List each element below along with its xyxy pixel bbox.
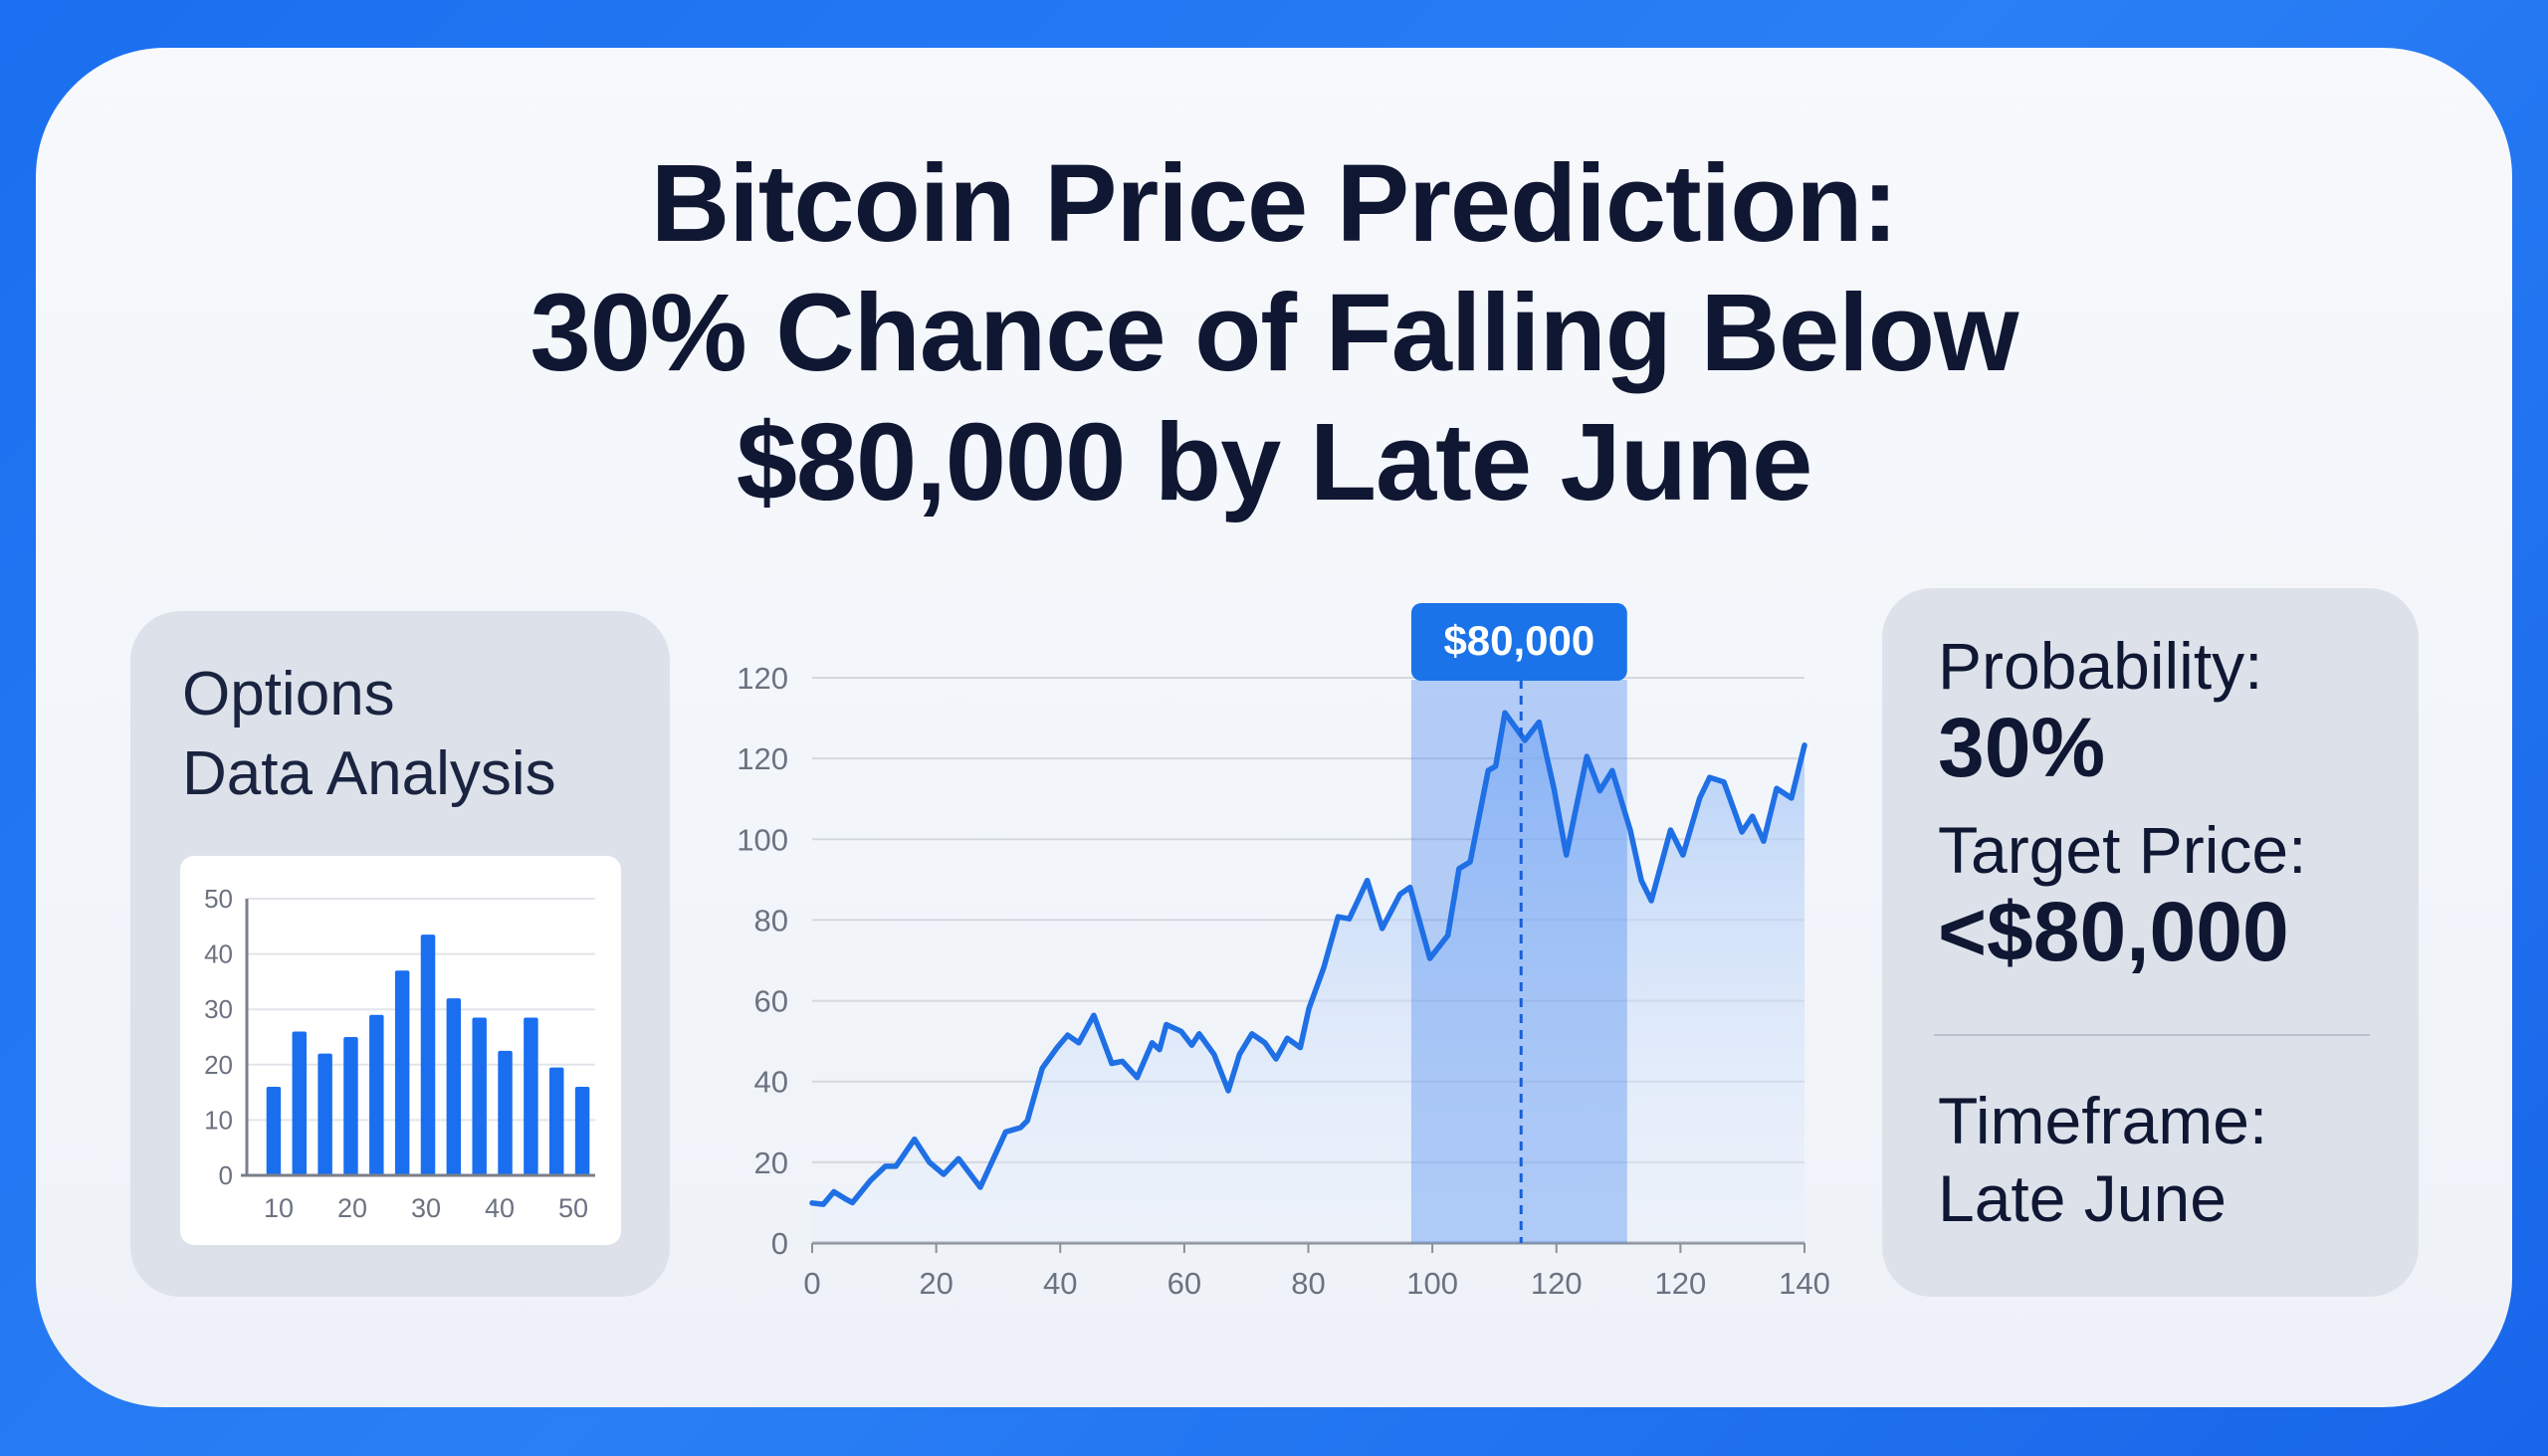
target-price-value: <$80,000 xyxy=(1938,885,2289,978)
bar xyxy=(369,1014,384,1175)
bar xyxy=(574,1087,590,1175)
options-bar-chart: 0 10 20 30 40 50 10 20 30 40 50 xyxy=(204,884,595,1223)
y-tick-label: 100 xyxy=(737,822,788,857)
bar-x-tick-label: 50 xyxy=(558,1193,588,1223)
x-tick-label: 120 xyxy=(1531,1266,1583,1301)
probability-label: Probability: xyxy=(1938,629,2263,703)
y-tick-label: 20 xyxy=(754,1145,788,1180)
bar-x-tick-label: 40 xyxy=(485,1193,515,1223)
summary-panel: Probability: 30% Target Price: <$80,000 … xyxy=(1882,588,2419,1297)
bar-x-tick-label: 20 xyxy=(337,1193,367,1223)
x-tick-label: 120 xyxy=(1655,1266,1707,1301)
bar-y-tick-label: 40 xyxy=(204,939,233,969)
x-tick-label: 60 xyxy=(1168,1266,1201,1301)
bar xyxy=(446,998,462,1175)
bar xyxy=(318,1053,332,1175)
bar-x-tick-label: 10 xyxy=(264,1193,294,1223)
bar-y-tick-label: 10 xyxy=(204,1105,233,1135)
highlight-band xyxy=(1410,680,1627,1243)
timeframe-value: Late June xyxy=(1938,1161,2227,1235)
page-title: Bitcoin Price Prediction: 30% Chance of … xyxy=(0,139,2548,527)
bar-x-tick-label: 30 xyxy=(411,1193,441,1223)
y-tick-label: 40 xyxy=(754,1065,788,1100)
bar xyxy=(292,1031,308,1175)
bar-y-tick-label: 20 xyxy=(204,1050,233,1080)
bar xyxy=(472,1017,487,1175)
price-line xyxy=(809,710,1807,1207)
x-tick-label: 40 xyxy=(1043,1266,1077,1301)
target-price-label: Target Price: xyxy=(1938,813,2307,887)
x-tick-label: 20 xyxy=(919,1266,953,1301)
title-line-2: 30% Chance of Falling Below xyxy=(530,272,2019,394)
bar xyxy=(420,935,436,1175)
area-fill xyxy=(812,713,1805,1243)
price-line-chart: 0 20 40 60 80 100 120 120 0 20 40 60 80 100 120 120 140 $… xyxy=(737,603,1830,1301)
price-label-badge xyxy=(1410,603,1627,681)
title-line-3: $80,000 by Late June xyxy=(736,401,1813,523)
probability-value: 30% xyxy=(1938,701,2106,794)
divider xyxy=(1934,1034,2370,1036)
title-line-1: Bitcoin Price Prediction: xyxy=(650,142,1898,265)
x-tick-label: 80 xyxy=(1291,1266,1325,1301)
y-tick-label: 120 xyxy=(737,661,788,696)
bar xyxy=(343,1037,358,1175)
bar xyxy=(394,970,410,1175)
bar xyxy=(524,1017,538,1175)
x-tick-label: 100 xyxy=(1406,1266,1458,1301)
bar-y-tick-label: 0 xyxy=(219,1160,233,1190)
panel-heading-line-2: Data Analysis xyxy=(182,739,556,808)
y-tick-label: 80 xyxy=(754,903,788,937)
bar xyxy=(498,1050,513,1175)
bar-y-tick-label: 50 xyxy=(204,884,233,914)
bar xyxy=(266,1087,282,1175)
x-tick-label: 140 xyxy=(1779,1266,1830,1301)
y-tick-label: 60 xyxy=(754,984,788,1019)
bar xyxy=(548,1067,564,1175)
y-tick-label: 0 xyxy=(771,1226,788,1261)
timeframe-label: Timeframe: xyxy=(1938,1084,2268,1157)
bar-y-tick-label: 30 xyxy=(204,994,233,1024)
panel-heading-line-1: Options xyxy=(182,660,395,728)
price-label-text: $80,000 xyxy=(1443,617,1594,664)
x-tick-label: 0 xyxy=(803,1266,820,1301)
y-tick-label: 120 xyxy=(737,741,788,776)
